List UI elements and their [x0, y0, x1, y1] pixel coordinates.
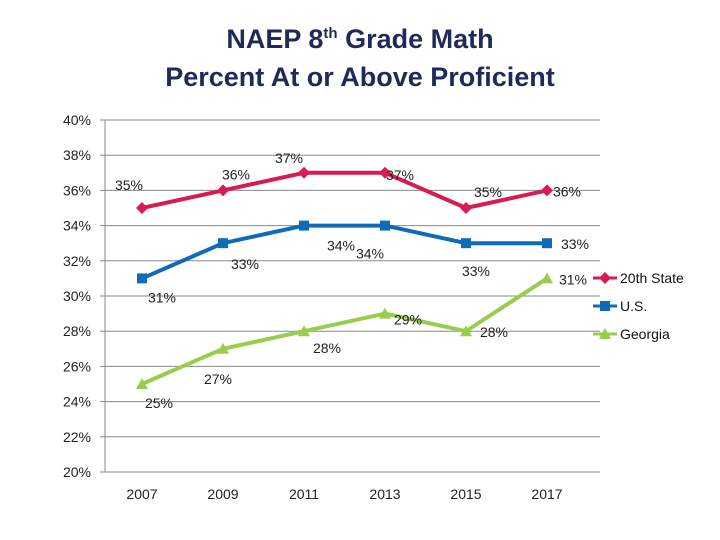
data-label-20th-state: 37%	[275, 150, 303, 166]
title-superscript: th	[323, 25, 338, 42]
data-label-georgia: 25%	[145, 395, 173, 411]
y-tick-labels: 20% 22% 24% 26% 28% 30% 32% 34% 36% 38% 40%	[63, 112, 91, 480]
x-tick-label: 2007	[126, 486, 157, 502]
data-label-20th-state: 36%	[222, 166, 250, 182]
data-point-20th-state	[541, 184, 553, 197]
data-point-us	[380, 220, 390, 231]
axes	[100, 119, 600, 473]
data-label-us: 33%	[462, 263, 490, 279]
x-tick-label: 2013	[369, 486, 400, 502]
data-point-us	[218, 238, 228, 249]
y-tick-label: 36%	[63, 182, 91, 198]
data-point-20th-state	[136, 202, 148, 214]
y-tick-label: 32%	[63, 253, 91, 269]
data-point-us	[299, 220, 309, 231]
legend-marker-us	[600, 301, 610, 311]
legend-label-georgia: Georgia	[620, 326, 670, 342]
y-tick-label: 30%	[63, 288, 91, 304]
data-label-20th-state: 37%	[386, 167, 414, 183]
data-point-georgia	[136, 378, 148, 389]
x-tick-label: 2017	[531, 486, 562, 502]
data-point-georgia	[298, 325, 310, 337]
data-label-us: 33%	[231, 256, 259, 272]
data-point-georgia	[217, 342, 229, 354]
data-point-20th-state	[298, 166, 310, 179]
y-tick-label: 38%	[63, 147, 91, 163]
legend-marker-georgia	[599, 328, 611, 339]
data-label-georgia: 31%	[559, 271, 587, 287]
series-group	[136, 166, 553, 389]
data-label-20th-state: 35%	[115, 177, 143, 193]
y-tick-label: 24%	[63, 394, 91, 410]
data-label-us: 33%	[561, 236, 589, 252]
legend-marker-20th-state	[599, 272, 611, 284]
chart-title-line2: Percent At or Above Proficient	[165, 62, 555, 92]
y-tick-label: 28%	[63, 323, 91, 339]
x-tick-label: 2009	[207, 486, 238, 502]
data-point-georgia	[379, 307, 391, 319]
y-tick-label: 26%	[63, 358, 91, 374]
series-line-georgia	[141, 276, 549, 386]
data-point-20th-state	[217, 184, 229, 197]
data-label-us: 31%	[148, 289, 176, 305]
y-tick-label: 20%	[63, 464, 91, 480]
y-tick-label: 22%	[63, 429, 91, 445]
legend: 20th State U.S. Georgia	[593, 270, 684, 342]
data-point-us	[461, 238, 471, 249]
title-part-b: Grade Math	[337, 24, 494, 54]
data-point-us	[542, 238, 552, 249]
data-label-us: 34%	[327, 238, 355, 254]
data-label-georgia: 27%	[204, 371, 232, 387]
data-label-20th-state: 36%	[553, 183, 581, 199]
x-tick-label: 2015	[450, 486, 481, 502]
data-point-georgia	[541, 272, 553, 284]
legend-label-us: U.S.	[620, 298, 647, 314]
x-tick-label: 2011	[289, 486, 319, 502]
data-point-20th-state	[460, 202, 472, 214]
chart-title: NAEP 8th Grade Math Percent At or Above …	[0, 20, 720, 96]
x-tick-labels: 2007 2009 2011 2013 2015 2017	[126, 486, 562, 502]
series-line-us	[141, 223, 547, 281]
data-label-georgia: 29%	[394, 312, 422, 328]
series-line-20th-state	[141, 170, 548, 210]
data-point-us	[137, 273, 147, 284]
y-tick-label: 40%	[63, 112, 91, 128]
title-part-a: NAEP 8	[226, 24, 324, 54]
data-point-20th-state	[379, 166, 391, 179]
data-label-20th-state: 35%	[474, 184, 502, 200]
data-point-georgia	[460, 325, 472, 337]
chart-title-line1: NAEP 8th Grade Math	[0, 20, 720, 58]
data-label-georgia: 28%	[313, 340, 341, 356]
legend-label-20th-state: 20th State	[620, 270, 684, 286]
data-labels: 35% 36% 37% 37% 35% 36% 31% 33% 34% 34% 33% 33% 25% 2…	[115, 150, 589, 411]
data-label-us: 34%	[356, 246, 384, 262]
y-tick-label: 34%	[63, 218, 91, 234]
data-label-georgia: 28%	[480, 324, 508, 340]
